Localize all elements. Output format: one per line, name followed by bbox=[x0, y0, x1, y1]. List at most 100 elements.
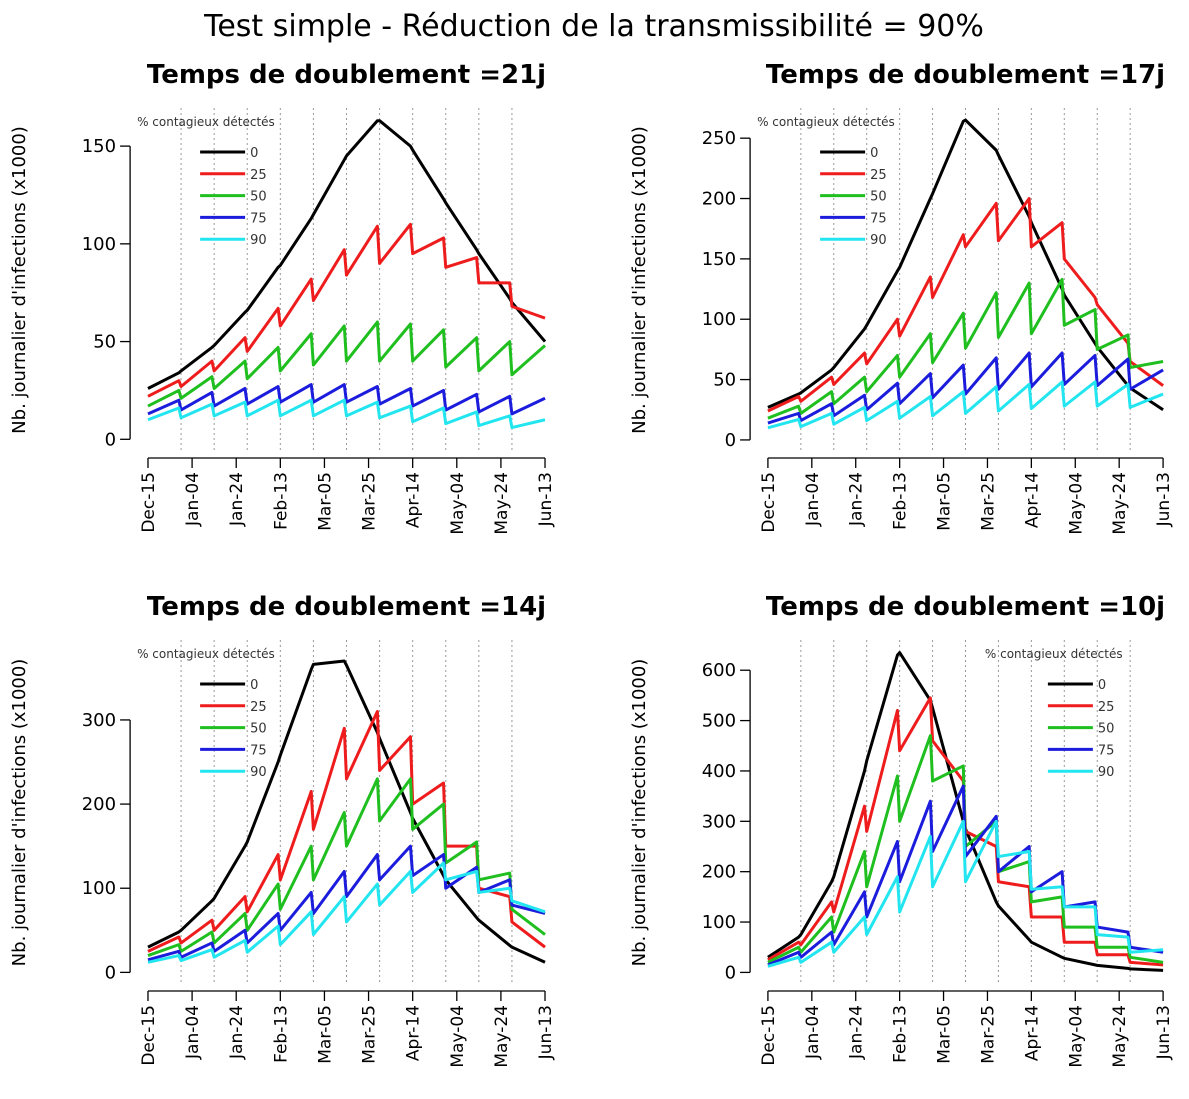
y-tick-label: 50 bbox=[93, 332, 116, 353]
x-tick-label: Jan-04 bbox=[183, 472, 203, 527]
x-tick-label: May-24 bbox=[1110, 1005, 1130, 1068]
y-tick-label: 600 bbox=[702, 660, 736, 681]
legend-title: % contagieux détectés bbox=[757, 115, 895, 129]
legend-label: 90 bbox=[250, 233, 267, 248]
series-line bbox=[767, 277, 1164, 420]
series-line bbox=[147, 119, 547, 390]
legend-label: 75 bbox=[250, 743, 267, 758]
x-tick-label: Feb-13 bbox=[271, 472, 291, 530]
y-tick-label: 500 bbox=[702, 711, 736, 732]
series-line bbox=[147, 398, 546, 430]
x-tick-label: May-24 bbox=[492, 1005, 512, 1068]
series-line bbox=[147, 861, 546, 964]
x-tick-label: Jan-04 bbox=[803, 1005, 823, 1060]
series-line bbox=[767, 118, 1164, 412]
y-tick-label: 100 bbox=[82, 234, 116, 255]
series-line bbox=[767, 819, 1164, 968]
panel: Temps de doublement =21j Nb. journalier d… bbox=[9, 60, 556, 535]
legend-label: 25 bbox=[250, 700, 267, 715]
legend-label: 25 bbox=[870, 168, 887, 183]
x-tick-label: Apr-14 bbox=[1022, 1005, 1042, 1061]
y-tick-label: 100 bbox=[702, 912, 736, 933]
x-tick-label: May-24 bbox=[1110, 472, 1130, 535]
main-title: Test simple - Réduction de la transmissi… bbox=[203, 9, 984, 44]
x-tick-label: Dec-15 bbox=[139, 472, 159, 533]
x-tick-label: Jun-13 bbox=[536, 472, 556, 527]
x-tick-label: Mar-05 bbox=[935, 1005, 955, 1064]
series-line bbox=[767, 351, 1164, 425]
y-axis-label: Nb. journalier d'infections (x1000) bbox=[629, 126, 650, 434]
legend-label: 90 bbox=[870, 233, 887, 248]
y-tick-label: 200 bbox=[82, 794, 116, 815]
y-axis-label: Nb. journalier d'infections (x1000) bbox=[9, 659, 30, 967]
legend-label: 0 bbox=[250, 678, 258, 693]
series-line bbox=[767, 197, 1164, 413]
y-axis-label: Nb. journalier d'infections (x1000) bbox=[9, 126, 30, 434]
x-tick-label: May-04 bbox=[1066, 1005, 1086, 1068]
x-tick-label: Mar-25 bbox=[360, 1005, 380, 1064]
x-tick-label: Feb-13 bbox=[891, 1005, 911, 1063]
x-tick-label: Jan-24 bbox=[227, 472, 247, 527]
panel-title: Temps de doublement =17j bbox=[766, 60, 1165, 90]
x-tick-label: Mar-05 bbox=[315, 1005, 335, 1064]
legend-title: % contagieux détectés bbox=[137, 115, 275, 129]
x-tick-label: Mar-05 bbox=[935, 472, 955, 531]
y-tick-label: 400 bbox=[702, 761, 736, 782]
x-tick-label: Dec-15 bbox=[759, 1005, 779, 1066]
y-tick-label: 0 bbox=[105, 962, 116, 983]
panel-title: Temps de doublement =10j bbox=[766, 592, 1165, 622]
x-tick-label: Jun-13 bbox=[1154, 472, 1174, 527]
y-tick-label: 300 bbox=[82, 710, 116, 731]
panel-title: Temps de doublement =21j bbox=[147, 60, 546, 90]
legend-label: 90 bbox=[250, 765, 267, 780]
legend-label: 75 bbox=[250, 211, 267, 226]
x-tick-label: Jun-13 bbox=[1154, 1005, 1174, 1060]
x-tick-label: Dec-15 bbox=[759, 472, 779, 533]
y-tick-label: 250 bbox=[702, 128, 736, 149]
x-tick-label: Jun-13 bbox=[536, 1005, 556, 1060]
x-tick-label: Dec-15 bbox=[139, 1005, 159, 1066]
panel-title: Temps de doublement =14j bbox=[147, 592, 546, 622]
panel: Temps de doublement =14j Nb. journalier d… bbox=[9, 592, 556, 1068]
series-line bbox=[147, 222, 546, 398]
legend-label: 90 bbox=[1098, 765, 1115, 780]
panel: Temps de doublement =10j Nb. journalier d… bbox=[629, 592, 1174, 1068]
x-tick-label: Apr-14 bbox=[404, 1005, 424, 1061]
x-tick-label: May-04 bbox=[448, 1005, 468, 1068]
legend-label: 50 bbox=[250, 190, 267, 205]
y-tick-label: 200 bbox=[702, 862, 736, 883]
legend-label: 0 bbox=[870, 146, 878, 161]
x-tick-label: May-04 bbox=[1066, 472, 1086, 535]
y-axis-label: Nb. journalier d'infections (x1000) bbox=[629, 659, 650, 967]
legend-label: 25 bbox=[1098, 700, 1115, 715]
y-tick-label: 200 bbox=[702, 189, 736, 210]
legend-label: 50 bbox=[870, 190, 887, 205]
x-tick-label: Jan-04 bbox=[803, 472, 823, 527]
y-tick-label: 300 bbox=[702, 811, 736, 832]
series-line bbox=[147, 320, 547, 408]
legend-label: 0 bbox=[1098, 678, 1106, 693]
legend-label: 0 bbox=[250, 146, 258, 161]
x-tick-label: Feb-13 bbox=[271, 1005, 291, 1063]
series-line bbox=[147, 383, 546, 416]
y-tick-label: 150 bbox=[702, 249, 736, 270]
legend-title: % contagieux détectés bbox=[137, 647, 275, 661]
y-tick-label: 100 bbox=[82, 878, 116, 899]
y-tick-label: 0 bbox=[105, 429, 116, 450]
y-tick-label: 0 bbox=[725, 430, 736, 451]
x-tick-label: Apr-14 bbox=[404, 472, 424, 528]
series-line bbox=[767, 380, 1164, 430]
y-tick-label: 50 bbox=[713, 370, 736, 391]
legend-title: % contagieux détectés bbox=[985, 647, 1123, 661]
legend-label: 75 bbox=[1098, 743, 1115, 758]
y-tick-label: 0 bbox=[725, 962, 736, 983]
panel: Temps de doublement =17j Nb. journalier d… bbox=[629, 60, 1174, 535]
legend-label: 50 bbox=[250, 722, 267, 737]
x-tick-label: Mar-05 bbox=[315, 472, 335, 531]
x-tick-label: Mar-25 bbox=[360, 472, 380, 531]
legend-label: 75 bbox=[870, 211, 887, 226]
legend-label: 50 bbox=[1098, 722, 1115, 737]
x-tick-label: Jan-24 bbox=[847, 472, 867, 527]
series-line bbox=[147, 777, 546, 957]
